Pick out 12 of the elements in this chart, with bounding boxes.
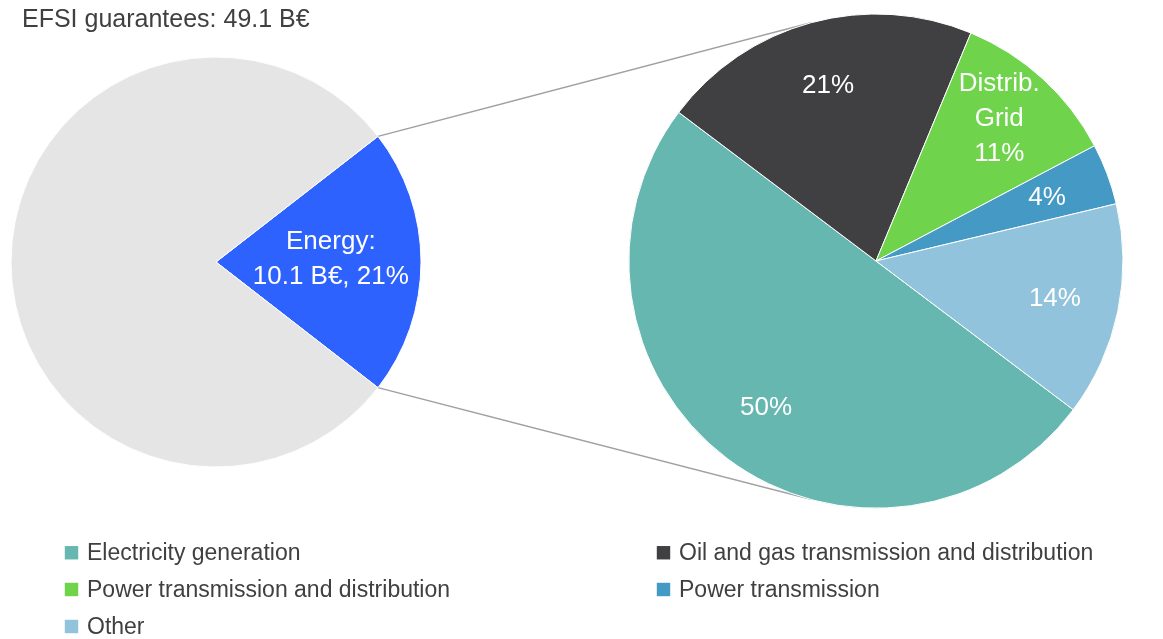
legend-label: Oil and gas transmission and distribution [679,538,1094,565]
data-label: Distrib. Grid 11% [958,67,1040,168]
data-label: Energy: 10.1 B€, 21% [252,224,409,290]
data-label: 4% [1028,180,1066,211]
data-label: 50% [739,390,793,421]
legend-label: Power transmission and distribution [87,575,451,602]
chart-title: EFSI guarantees: 49.1 B€ [22,4,310,32]
legend-label: Power transmission [679,575,880,602]
legend-label: Other [87,612,145,639]
legend-label: Electricity generation [87,538,301,565]
data-label: 21% [802,68,855,99]
data-label: 14% [1028,282,1081,313]
